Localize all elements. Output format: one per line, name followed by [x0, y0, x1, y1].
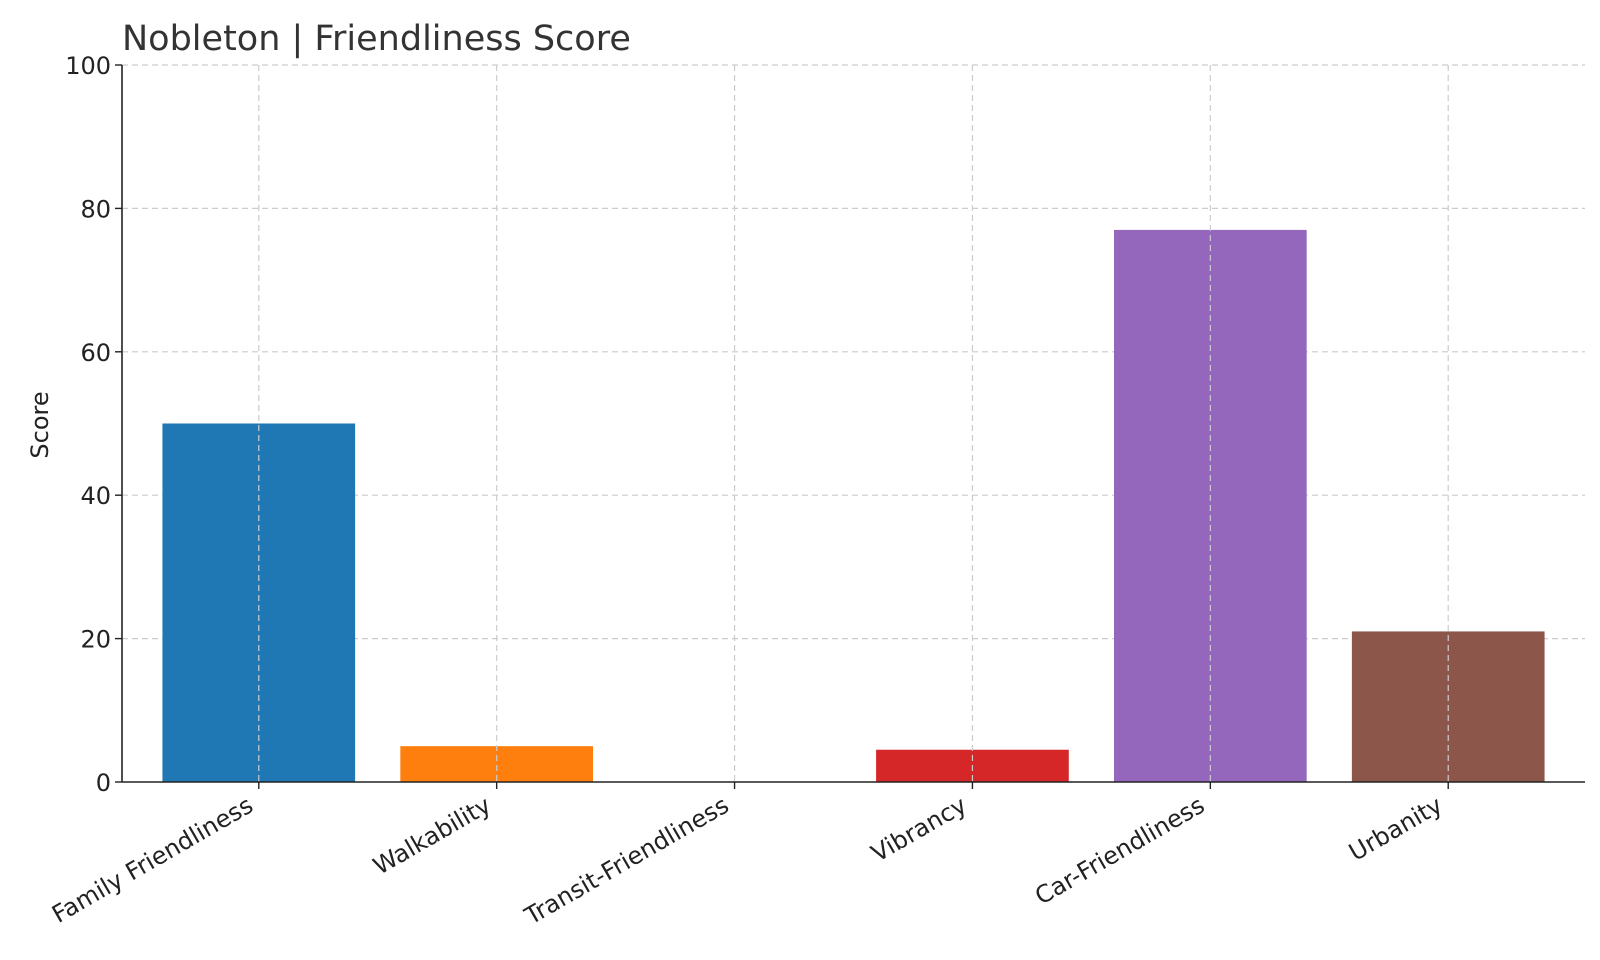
y-tick-label: 60 [80, 339, 111, 367]
y-tick-label: 40 [80, 482, 111, 510]
x-tick-label: Transit-Friendliness [519, 791, 733, 931]
y-tick-label: 20 [80, 626, 111, 654]
x-tick-label: Car-Friendliness [1030, 791, 1209, 911]
bars [162, 229, 1545, 782]
y-tick-label: 0 [96, 769, 111, 797]
axes [121, 65, 1585, 783]
y-tick-label: 100 [65, 52, 111, 80]
x-tick-label: Family Friendliness [47, 791, 258, 929]
grid-lines [122, 64, 1585, 640]
x-tick-label: Walkability [369, 791, 496, 881]
bar [162, 423, 356, 782]
y-axis-label: Score [26, 391, 54, 458]
x-tick-label: Vibrancy [867, 791, 972, 868]
chart-title: Nobleton | Friendliness Score [122, 19, 631, 59]
x-axis-ticks: Family Friendliness Walkability Transit-Fr… [47, 782, 1449, 931]
y-axis-ticks: 0 20 40 60 80 100 [65, 52, 122, 797]
x-tick-label: Urbanity [1344, 791, 1447, 867]
y-tick-label: 80 [80, 195, 111, 223]
